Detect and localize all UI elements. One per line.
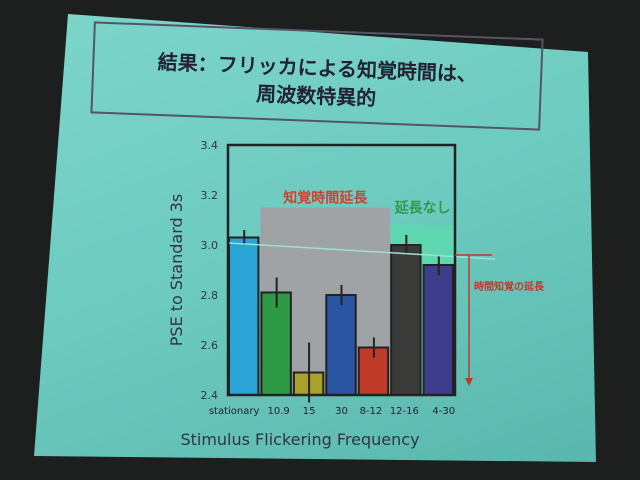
y-tick-label: 2.8	[201, 289, 219, 302]
bar	[422, 264, 455, 396]
y-tick-label: 2.4	[201, 389, 219, 402]
x-tick-label: 15	[303, 406, 316, 417]
x-tick-label: 4-30	[432, 406, 455, 417]
region-label: 延長なし	[394, 200, 451, 217]
x-tick-label: stationary	[209, 406, 260, 417]
bar	[325, 294, 357, 396]
y-tick-label: 3.2	[201, 189, 219, 202]
x-tick-label: 30	[335, 406, 348, 417]
y-axis-label: PSE to Standard 3s	[167, 194, 186, 347]
y-tick-label: 3.0	[201, 239, 219, 252]
region-label: 知覚時間延長	[283, 190, 368, 207]
x-axis-label: Stimulus Flickering Frequency	[180, 430, 419, 449]
arrowhead-icon	[465, 378, 473, 386]
reference-line	[227, 242, 496, 260]
annotation-label: 時間知覚の延長	[474, 280, 545, 293]
y-tick-label: 3.4	[201, 139, 219, 152]
x-tick-label: 12-16	[390, 406, 419, 417]
plot-frame	[226, 143, 457, 397]
y-tick-label: 2.6	[201, 339, 219, 352]
bar	[390, 244, 422, 396]
x-tick-label: 8-12	[360, 406, 383, 417]
x-tick-label: 10.9	[268, 406, 290, 417]
bar	[228, 236, 260, 396]
bar	[260, 291, 292, 396]
